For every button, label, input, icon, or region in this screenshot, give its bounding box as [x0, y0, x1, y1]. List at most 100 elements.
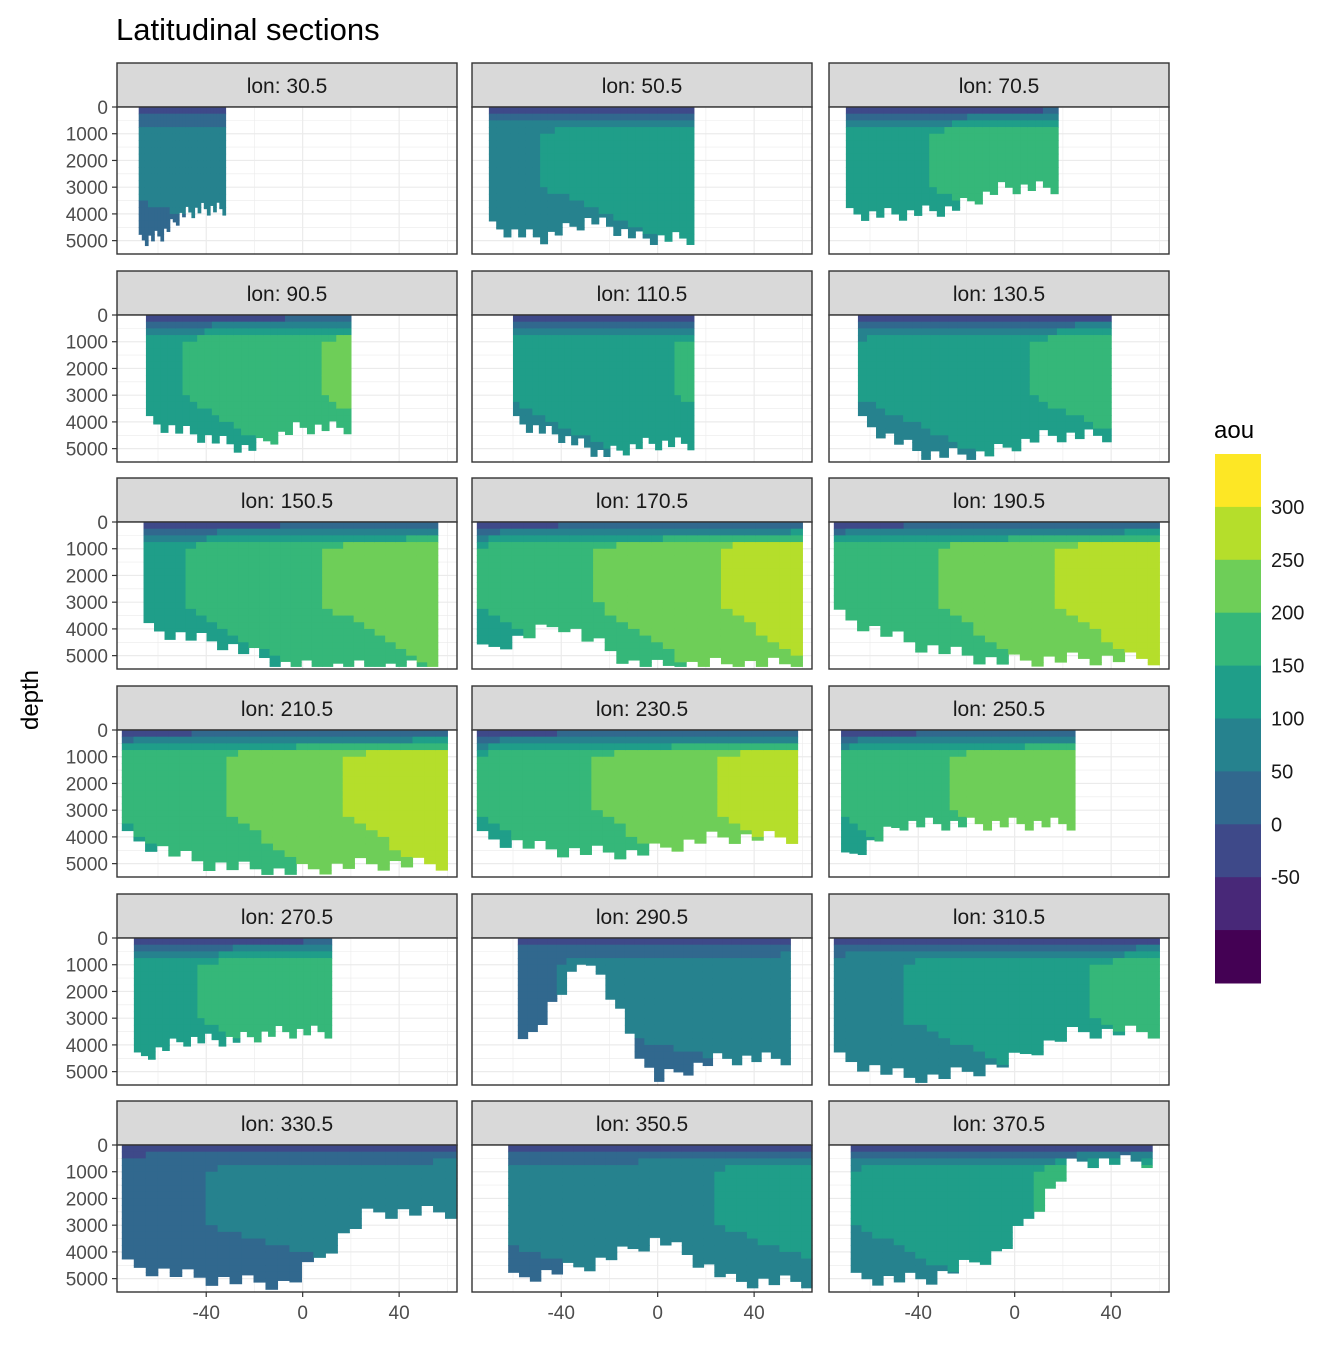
aou-cell — [1057, 382, 1067, 389]
aou-cell — [744, 575, 756, 582]
aou-cell — [578, 409, 585, 416]
aou-cell — [1048, 422, 1058, 429]
aou-cell — [228, 629, 239, 636]
aou-cell — [234, 442, 242, 449]
aou-cell — [1075, 362, 1085, 369]
aou-cell — [488, 535, 500, 542]
aou-cell — [186, 575, 197, 582]
aou-cell — [238, 542, 249, 549]
aou-cell — [985, 642, 997, 649]
aou-cell — [333, 562, 344, 569]
aou-cell — [679, 114, 687, 121]
aou-cell — [270, 582, 281, 589]
aou-cell — [212, 389, 220, 396]
aou-cell — [301, 609, 312, 616]
aou-cell — [616, 315, 623, 322]
aou-cell — [161, 348, 169, 355]
aou-cell — [915, 575, 927, 582]
aou-cell — [186, 542, 197, 549]
aou-cell — [880, 555, 892, 562]
aou-cell — [650, 134, 658, 141]
aou-cell — [291, 529, 302, 536]
aou-cell — [1090, 522, 1102, 529]
aou-cell — [655, 389, 662, 396]
aou-cell — [1055, 629, 1067, 636]
aou-cell — [616, 582, 628, 589]
aou-cell — [146, 368, 154, 375]
aou-cell — [884, 181, 892, 188]
aou-cell — [344, 422, 352, 429]
aou-cell — [591, 348, 598, 355]
aou-cell — [930, 348, 940, 355]
aou-cell — [533, 207, 541, 214]
aou-cell — [681, 382, 688, 389]
aou-cell — [663, 622, 675, 629]
aou-cell — [672, 194, 680, 201]
aou-cell — [876, 214, 884, 218]
aou-cell — [867, 422, 877, 427]
aou-cell — [1008, 542, 1020, 549]
aou-cell — [921, 449, 931, 456]
aou-cell — [175, 609, 186, 616]
aou-cell — [207, 602, 218, 609]
aou-cell — [333, 636, 344, 643]
aou-cell — [526, 362, 533, 369]
aou-cell — [869, 167, 877, 174]
aou-cell — [322, 429, 330, 431]
aou-cell — [238, 535, 249, 542]
aou-cell — [301, 629, 312, 636]
aou-cell — [686, 549, 698, 556]
aou-cell — [994, 355, 1004, 362]
aou-cell — [489, 114, 497, 121]
y-tick-label: 5000 — [66, 647, 108, 668]
aou-cell — [665, 140, 673, 147]
aou-cell — [523, 622, 535, 629]
aou-cell — [628, 160, 636, 167]
aou-cell — [175, 529, 186, 536]
aou-cell — [985, 656, 997, 658]
aou-cell — [767, 569, 779, 576]
aou-cell — [417, 535, 428, 542]
aou-cell — [354, 555, 365, 562]
aou-cell — [312, 616, 323, 623]
aou-cell — [153, 368, 161, 375]
aou-cell — [1124, 555, 1136, 562]
aou-cell — [605, 589, 617, 596]
aou-cell — [721, 542, 733, 549]
aou-cell — [929, 194, 937, 201]
aou-cell — [1039, 368, 1049, 375]
aou-cell — [616, 622, 628, 629]
aou-cell — [858, 395, 868, 402]
facet-panel: lon: 130.5 — [829, 271, 1169, 462]
aou-cell — [263, 362, 271, 369]
aou-cell — [523, 596, 535, 603]
aou-cell — [183, 382, 191, 389]
aou-cell — [146, 402, 154, 409]
aou-cell — [577, 174, 585, 181]
aou-cell — [238, 596, 249, 603]
aou-cell — [217, 642, 228, 649]
aou-cell — [375, 522, 386, 529]
facet-panel: lon: 170.5 — [472, 478, 812, 669]
aou-cell — [952, 194, 960, 201]
aou-cell — [354, 575, 365, 582]
aou-cell — [512, 549, 524, 556]
aou-cell — [606, 147, 614, 154]
aou-cell — [657, 174, 665, 181]
aou-cell — [858, 328, 868, 335]
aou-cell — [569, 147, 577, 154]
aou-cell — [234, 362, 242, 369]
aou-cell — [558, 362, 565, 369]
aou-cell — [539, 315, 546, 322]
aou-cell — [610, 415, 617, 422]
aou-cell — [876, 328, 886, 335]
aou-cell — [581, 589, 593, 596]
aou-cell — [322, 609, 333, 616]
aou-cell — [621, 120, 629, 127]
aou-cell — [756, 529, 768, 536]
aou-cell — [721, 609, 733, 616]
aou-cell — [292, 395, 300, 402]
aou-cell — [982, 167, 990, 174]
aou-cell — [610, 442, 617, 446]
aou-cell — [930, 422, 940, 429]
